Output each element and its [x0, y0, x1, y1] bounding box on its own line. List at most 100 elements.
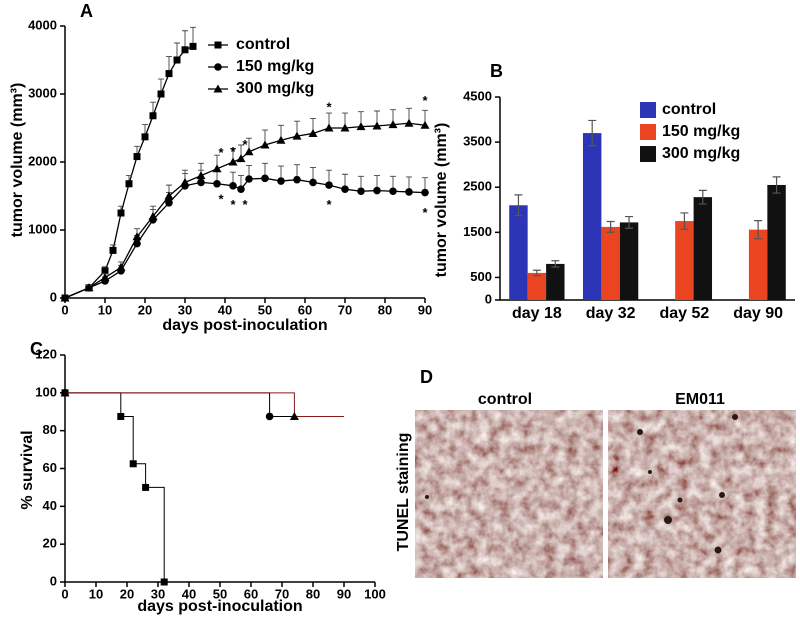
y-tick-label: 40 — [43, 498, 57, 513]
x-tick-label: 0 — [61, 586, 68, 601]
y-tick-label: 20 — [43, 536, 57, 551]
y-tick-label: 4000 — [28, 17, 57, 32]
annotation: * — [242, 137, 248, 152]
x-tick-label: day 32 — [586, 305, 636, 322]
x-tick-label: 0 — [61, 302, 68, 317]
y-axis-label: tumor volume (mm³) — [9, 83, 26, 238]
legend-label: 150 mg/kg — [662, 123, 740, 140]
data-point — [357, 187, 365, 196]
x-tick-label: 10 — [98, 302, 112, 317]
y-axis-label: tumor volume (mm³) — [433, 123, 450, 278]
legend-label: 300 mg/kg — [662, 145, 740, 162]
x-tick-label: 10 — [89, 586, 103, 601]
data-point — [277, 177, 285, 185]
x-tick-label: 90 — [337, 586, 351, 601]
data-point — [237, 185, 245, 193]
x-tick-label: 60 — [298, 302, 312, 317]
data-point — [341, 185, 349, 193]
panel-label: A — [80, 1, 93, 21]
legend-marker — [213, 84, 223, 93]
data-point — [293, 175, 301, 184]
tunel-image-em011 — [608, 410, 796, 578]
data-point — [260, 140, 270, 149]
y-tick-label: 1500 — [463, 224, 492, 239]
data-point — [373, 186, 381, 195]
data-point — [165, 199, 173, 207]
annotation: * — [326, 197, 332, 212]
data-point — [228, 157, 238, 166]
data-point — [236, 154, 246, 163]
error-bar — [606, 220, 615, 233]
legend-label: control — [662, 101, 716, 118]
error-bar — [625, 215, 634, 229]
x-tick-label: 90 — [418, 302, 432, 317]
annotation: * — [230, 144, 236, 159]
data-point — [157, 90, 165, 98]
x-tick-label: 80 — [378, 302, 392, 317]
legend-label: control — [236, 36, 290, 53]
data-point — [142, 483, 150, 491]
data-point — [129, 460, 137, 468]
legend-swatch — [640, 146, 656, 162]
bar — [748, 229, 768, 300]
data-point — [60, 388, 70, 397]
data-point — [372, 121, 382, 130]
error-bar — [698, 189, 707, 205]
error-bar — [551, 260, 560, 268]
column-label: control — [478, 391, 532, 408]
x-tick-label: 30 — [151, 586, 165, 601]
data-point — [245, 175, 253, 183]
data-point — [60, 293, 70, 302]
legend-label: 300 mg/kg — [236, 80, 314, 97]
data-point — [133, 153, 141, 161]
data-point — [125, 180, 133, 188]
annotation: * — [218, 145, 224, 160]
data-point — [244, 147, 254, 156]
data-point — [404, 118, 414, 127]
y-axis-label: % survival — [19, 430, 36, 509]
data-point — [340, 123, 350, 132]
data-point — [388, 120, 398, 129]
bar — [693, 197, 713, 300]
legend-label: 150 mg/kg — [236, 58, 314, 75]
data-point — [189, 42, 197, 50]
y-tick-label: 3500 — [463, 134, 492, 149]
error-bar — [772, 176, 781, 194]
data-point — [116, 262, 126, 271]
data-point — [141, 133, 149, 141]
bar — [509, 205, 528, 300]
survival-line — [65, 392, 344, 417]
y-tick-label: 80 — [43, 422, 57, 437]
x-tick-label: 40 — [182, 586, 196, 601]
stained-nuclei — [425, 414, 738, 554]
y-tick-label: 1000 — [28, 221, 57, 236]
survival-line — [65, 392, 165, 582]
y-tick-label: 2500 — [463, 179, 492, 194]
data-point — [196, 171, 206, 180]
data-point — [117, 209, 125, 217]
x-tick-label: 50 — [213, 586, 227, 601]
y-tick-label: 100 — [35, 384, 57, 399]
y-tick-label: 0 — [485, 291, 492, 306]
x-tick-label: 30 — [178, 302, 192, 317]
error-bar — [532, 269, 541, 277]
error-bar — [588, 119, 597, 147]
data-point — [421, 188, 429, 197]
panel-label: B — [490, 61, 503, 81]
x-tick-label: 60 — [244, 586, 258, 601]
data-point — [84, 283, 94, 292]
data-point — [181, 46, 189, 54]
data-point — [100, 273, 110, 282]
bar — [546, 263, 565, 300]
bar — [619, 222, 639, 300]
data-point — [149, 112, 157, 120]
data-point — [405, 188, 413, 196]
annotation: * — [422, 93, 428, 108]
y-tick-label: 60 — [43, 460, 57, 475]
x-tick-label: 20 — [138, 302, 152, 317]
y-tick-label: 0 — [50, 573, 57, 588]
bar — [582, 133, 602, 300]
data-point — [308, 128, 318, 137]
data-point — [148, 211, 158, 220]
